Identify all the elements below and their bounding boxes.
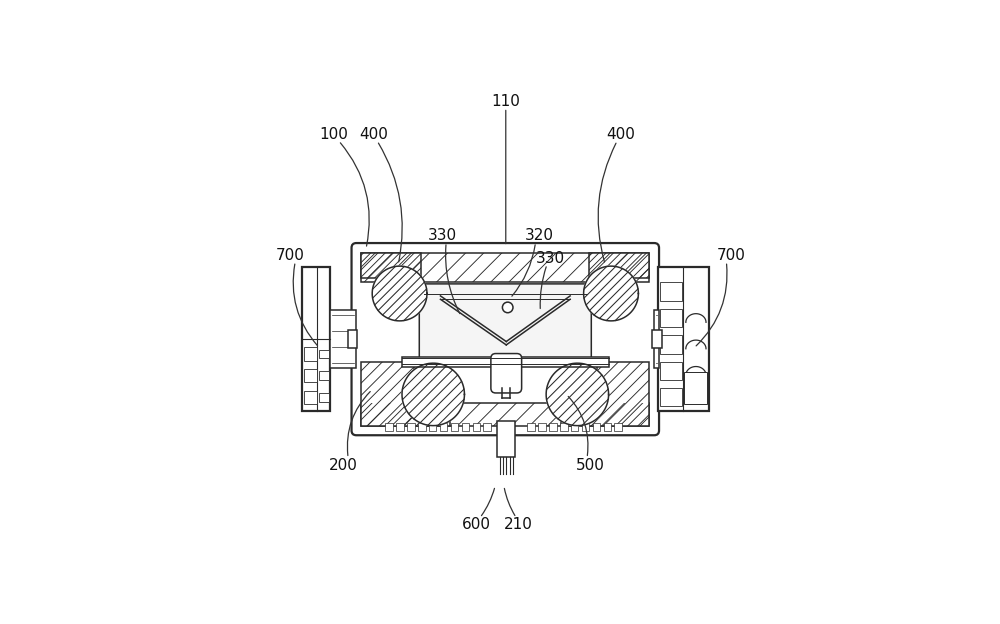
Bar [330,310,356,368]
Text: 500: 500 [576,457,605,472]
Text: 200: 200 [329,457,358,472]
Bar [418,423,426,431]
Polygon shape [361,253,421,278]
Bar [348,330,357,348]
Text: 110: 110 [491,94,520,109]
Bar [614,423,622,431]
Bar [549,423,557,431]
Text: 330: 330 [535,251,565,266]
Bar [304,391,317,404]
Bar [473,423,480,431]
Bar [527,423,535,431]
Text: 210: 210 [504,517,533,532]
Polygon shape [561,362,649,426]
Bar [385,423,393,431]
Bar [483,423,491,431]
Bar [407,423,415,431]
Text: 700: 700 [717,248,746,263]
Bar [319,393,329,402]
Polygon shape [589,253,649,278]
Bar [660,283,682,301]
Bar [451,423,458,431]
Polygon shape [361,402,649,426]
Bar [304,348,317,361]
Bar [560,423,568,431]
Polygon shape [372,266,427,321]
Bar [660,388,682,406]
Polygon shape [584,266,638,321]
Bar [538,423,546,431]
Text: 330: 330 [428,228,457,243]
Polygon shape [361,362,450,426]
Bar [319,371,329,380]
Text: 320: 320 [524,228,553,243]
Bar [571,423,578,431]
Text: 400: 400 [360,127,389,142]
FancyBboxPatch shape [419,284,591,359]
Bar [304,369,317,383]
Bar [302,267,330,411]
Bar [396,423,404,431]
Bar [660,335,682,354]
Bar [654,310,659,368]
Bar [652,330,662,348]
Text: 400: 400 [606,127,635,142]
Polygon shape [402,363,464,426]
Bar [660,309,682,327]
Bar [402,357,609,368]
Bar [582,423,589,431]
Text: 600: 600 [462,517,491,532]
Polygon shape [361,253,649,283]
Bar [429,423,436,431]
Bar [660,362,682,380]
Bar [604,423,611,431]
Bar [684,373,707,404]
Polygon shape [546,363,609,426]
Text: 100: 100 [319,127,348,142]
Bar [497,421,515,457]
Bar [462,423,469,431]
FancyBboxPatch shape [352,243,659,436]
Text: 700: 700 [276,248,305,263]
Circle shape [502,302,513,313]
Bar [593,423,600,431]
Bar [440,423,447,431]
Bar [658,267,709,411]
Bar [319,349,329,358]
FancyBboxPatch shape [491,354,522,393]
